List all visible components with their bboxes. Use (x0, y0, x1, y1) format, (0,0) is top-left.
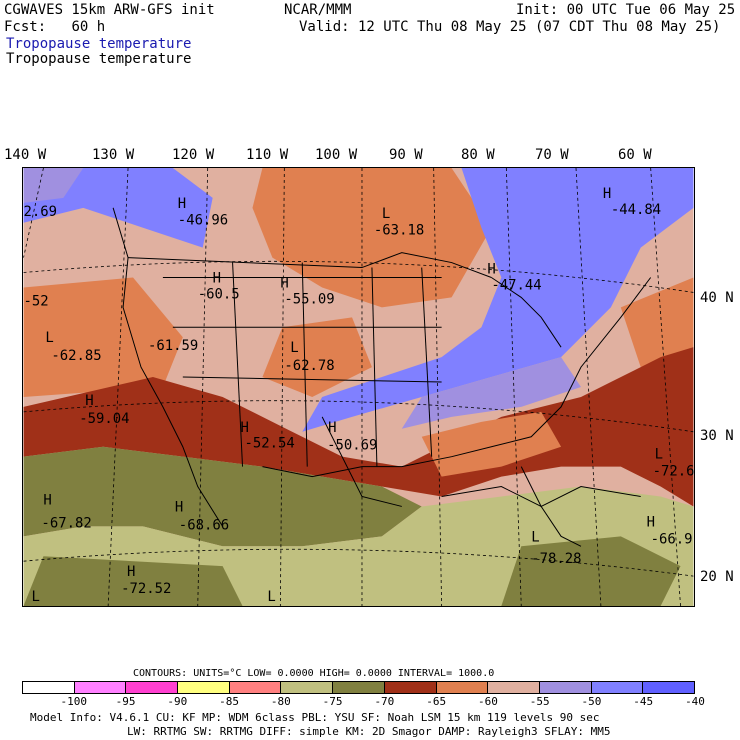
extremum-marker: H (241, 420, 249, 436)
extremum-value: -66.9 (651, 531, 693, 547)
color-scale-tick: -40 (685, 695, 705, 708)
color-scale-tick: -80 (270, 695, 291, 708)
color-swatch (126, 682, 179, 693)
extremum-value: -52 (24, 293, 49, 309)
valid-time: Valid: 12 UTC Thu 08 May 25 (07 CDT Thu … (299, 19, 721, 35)
lon-label: 70 W (535, 147, 569, 163)
lat-label: 40 N (700, 290, 734, 306)
color-scale-tick: -55 (529, 695, 550, 708)
extremum-value: -46.96 (178, 213, 228, 229)
extremum-marker: L (45, 330, 53, 346)
color-scale-tick: -85 (219, 695, 239, 708)
color-swatch (281, 682, 334, 693)
extremum-value: -68.66 (179, 517, 229, 533)
field-title-primary: Tropopause temperature (6, 36, 192, 52)
extremum-marker: L (290, 340, 298, 356)
extremum-marker: H (178, 196, 186, 212)
extremum-marker: H (328, 420, 336, 436)
color-swatch (436, 682, 489, 693)
extremum-value: -59.04 (79, 411, 129, 427)
field-title-secondary: Tropopause temperature (6, 51, 192, 67)
extremum-value: -67.82 (41, 515, 91, 531)
extremum-marker: H (280, 275, 288, 291)
color-scale-tick: -100 (60, 695, 88, 708)
lon-label: 80 W (461, 147, 495, 163)
color-swatch (229, 682, 282, 693)
color-swatch (74, 682, 127, 693)
extremum-marker: L (267, 589, 275, 605)
model-title: CGWAVES 15km ARW-GFS init (4, 2, 215, 18)
lon-label: 90 W (389, 147, 423, 163)
lat-label: 30 N (700, 428, 734, 444)
color-scale-tick: -90 (167, 695, 188, 708)
extremum-value: -78.28 (531, 551, 581, 567)
extremum-value: -72.6 (653, 464, 695, 480)
lon-label: 110 W (246, 147, 289, 163)
color-scale-tick: -70 (374, 695, 395, 708)
extremum-value: -50.69 (327, 438, 377, 454)
color-scale-tick: -95 (115, 695, 136, 708)
forecast-hour-label: Fcst: 60 h (4, 19, 106, 35)
color-swatch (488, 682, 540, 693)
physics-info-line: LW: RRTMG SW: RRTMG DIFF: simple KM: 2D … (127, 725, 611, 738)
organization: NCAR/MMM (284, 2, 352, 18)
extremum-marker: L (531, 529, 539, 545)
lon-label: 120 W (172, 147, 215, 163)
contours-info: CONTOURS: UNITS=°C LOW= 0.0000 HIGH= 0.0… (133, 668, 495, 679)
color-scale-tick: -60 (477, 695, 498, 708)
extremum-marker: L (655, 447, 663, 463)
extremum-value: -62.78 (284, 358, 334, 374)
extremum-marker: H (43, 492, 51, 508)
extremum-value: -47.44 (491, 277, 541, 293)
extremum-value: -52.54 (245, 436, 295, 452)
lat-label: 20 N (700, 569, 734, 585)
extremum-value: -61.59 (148, 338, 198, 354)
color-swatch (178, 682, 230, 693)
extremum-marker: H (647, 514, 655, 530)
lon-label: 130 W (92, 147, 135, 163)
extremum-value: -62.85 (51, 348, 101, 364)
model-info-line: Model Info: V4.6.1 CU: KF MP: WDM 6class… (30, 711, 600, 724)
tropopause-temperature-map: 2.69 H -46.96 L -63.18 H -44.84 H -60.5 … (22, 167, 695, 607)
extremum-marker: L (382, 206, 390, 222)
lon-label: 60 W (618, 147, 652, 163)
extremum-marker: H (127, 564, 135, 580)
extremum-value: -55.09 (284, 291, 334, 307)
extremum-marker: L (31, 589, 39, 605)
extremum-marker: H (603, 186, 611, 202)
color-scale-tick: -50 (581, 695, 602, 708)
extremum-marker: H (213, 270, 221, 286)
extremum-marker: H (85, 393, 93, 409)
lon-label: 100 W (315, 147, 358, 163)
color-scale-tick: -45 (633, 695, 654, 708)
color-swatch (23, 682, 75, 693)
extremum-value: -44.84 (611, 202, 661, 218)
lon-label: 140 W (4, 147, 47, 163)
extremum-value: -72.52 (121, 581, 171, 597)
extremum-value: -63.18 (374, 223, 424, 239)
color-scale-tick: -65 (426, 695, 447, 708)
color-swatch (591, 682, 644, 693)
color-scale-bar (22, 681, 695, 694)
color-swatch (643, 682, 694, 693)
forecast-hour-value: 60 h (71, 19, 106, 35)
color-scale-tick: -75 (322, 695, 343, 708)
color-swatch (539, 682, 592, 693)
extremum-value: 2.69 (24, 204, 58, 220)
extremum-marker: H (487, 262, 495, 278)
init-time: Init: 00 UTC Tue 06 May 25 (516, 2, 736, 18)
color-swatch (384, 682, 437, 693)
extremum-value: -60.5 (198, 286, 240, 302)
color-swatch (333, 682, 385, 693)
extremum-marker: H (175, 499, 183, 515)
